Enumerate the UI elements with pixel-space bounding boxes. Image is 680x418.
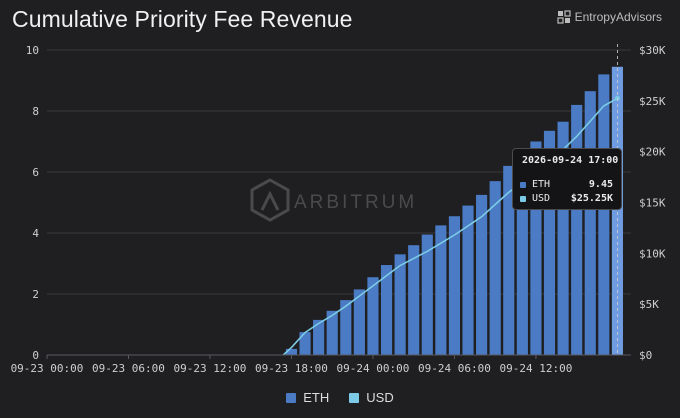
bar-eth-8: [394, 254, 406, 355]
bar-eth-23: [598, 74, 610, 356]
tooltip-usd-swatch: [520, 195, 526, 202]
bar-eth-12: [448, 216, 461, 355]
x-tick-label-2: 09-23 12:00: [174, 362, 247, 375]
y-right-tick-label-2: $10K: [639, 247, 666, 260]
brand-name: EntropyAdvisors: [574, 10, 662, 24]
y-left-tick-label-0: 0: [32, 349, 39, 362]
arbitrum-watermark: ARBITRUM: [250, 178, 417, 222]
bar-eth-6: [367, 277, 379, 355]
bar-eth-11: [435, 225, 447, 355]
bar-eth-14: [476, 194, 488, 355]
tooltip-usd-value: $25.25K: [570, 193, 613, 204]
entropy-logo-icon: [557, 10, 571, 24]
chart-legend: ETH USD: [0, 390, 680, 405]
bar-eth-10: [421, 234, 433, 355]
legend-item-usd[interactable]: USD: [349, 390, 394, 405]
tooltip-row-eth: ETH 9.45: [520, 179, 613, 190]
legend-eth-label: ETH: [303, 390, 330, 405]
y-left-tick-label-5: 10: [26, 44, 39, 57]
legend-usd-label: USD: [366, 390, 394, 405]
arbitrum-logo-icon: [250, 178, 290, 222]
y-right-tick-label-0: $0: [639, 349, 652, 362]
y-right-tick-label-5: $25K: [639, 95, 666, 108]
legend-usd-swatch: [349, 392, 360, 403]
bar-eth-21: [571, 104, 583, 356]
bar-eth-15: [489, 181, 501, 355]
tooltip-usd-label: USD: [532, 193, 551, 204]
bar-eth-0: [285, 348, 298, 355]
brand-logo: EntropyAdvisors: [557, 10, 662, 24]
bar-eth-2: [313, 319, 325, 355]
bar-eth-4: [340, 300, 352, 355]
x-tick-label-0: 09-23 00:00: [11, 362, 84, 375]
bar-eth-7: [380, 265, 393, 355]
x-tick-label-4: 09-24 00:00: [337, 362, 410, 375]
bar-eth-19: [543, 130, 556, 355]
y-right-tick-label-3: $15K: [639, 197, 666, 210]
bar-eth-5: [353, 289, 365, 355]
y-right-tick-label-1: $5K: [639, 298, 659, 311]
bar-eth-16: [503, 165, 515, 355]
tooltip-eth-value: 9.45: [588, 179, 613, 190]
bar-eth-1: [299, 332, 311, 355]
legend-item-eth[interactable]: ETH: [286, 390, 329, 405]
watermark-text: ARBITRUM: [294, 192, 417, 213]
bar-eth-20: [557, 121, 569, 355]
x-tick-label-1: 09-23 06:00: [92, 362, 165, 375]
y-left-tick-label-4: 8: [32, 105, 39, 118]
y-right-tick-label-4: $20K: [639, 146, 666, 159]
bar-eth-17: [516, 153, 528, 355]
x-tick-label-3: 09-23 18:00: [255, 362, 328, 375]
x-tick-label-5: 09-24 06:00: [418, 362, 491, 375]
bar-eth-22: [584, 91, 596, 356]
chart-tooltip: 2026-09-24 17:00 ETH 9.45 USD $25.25K: [512, 148, 622, 210]
legend-eth-swatch: [286, 392, 297, 403]
tooltip-eth-swatch: [520, 181, 526, 188]
y-left-tick-label-1: 2: [32, 288, 39, 301]
tooltip-row-usd: USD $25.25K: [520, 193, 613, 204]
bar-eth-3: [326, 310, 338, 355]
y-left-tick-label-3: 6: [32, 166, 39, 179]
y-left-tick-label-2: 4: [32, 227, 39, 240]
y-right-tick-label-6: $30K: [639, 44, 666, 57]
bar-eth-9: [408, 245, 420, 355]
tooltip-date: 2026-09-24 17:00: [522, 155, 619, 166]
bar-eth-18: [530, 141, 542, 355]
bar-eth-13: [462, 205, 474, 355]
bar-eth-highlight: [611, 66, 623, 356]
chart-title: Cumulative Priority Fee Revenue: [12, 6, 353, 32]
x-tick-label-6: 09-24 12:00: [500, 362, 573, 375]
tooltip-eth-label: ETH: [532, 179, 551, 190]
